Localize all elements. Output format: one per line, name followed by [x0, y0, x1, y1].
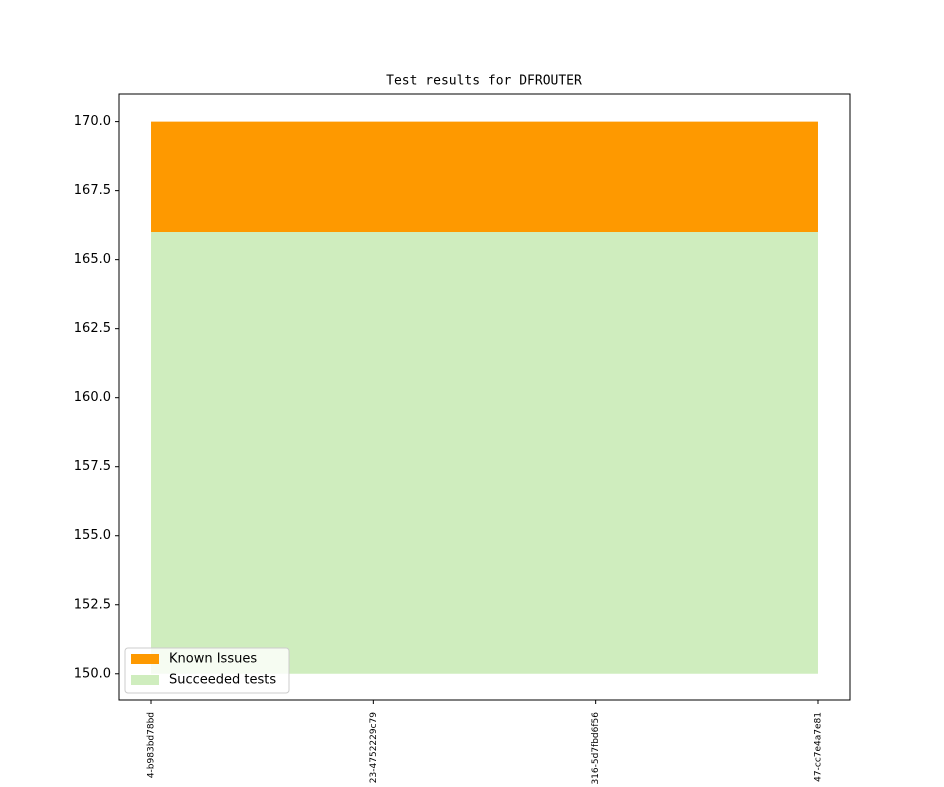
y-tick-label: 155.0 — [74, 528, 111, 543]
y-tick-label: 165.0 — [74, 252, 111, 267]
legend-swatch — [131, 654, 159, 664]
area — [151, 121, 818, 233]
y-tick-label: 157.5 — [74, 459, 111, 474]
legend-label: Succeeded tests — [169, 673, 276, 688]
legend-frame — [124, 647, 290, 694]
area — [151, 232, 818, 674]
legend-swatch — [131, 675, 159, 685]
y-tick-label: 162.5 — [74, 321, 111, 336]
x-tick-label: 47-cc7e4a7e81 — [813, 712, 823, 782]
plot-frame — [118, 93, 851, 701]
legend: Known Issues Succeeded tests — [124, 647, 290, 694]
y-tick-label: 150.0 — [74, 666, 111, 681]
y-tick-label: 167.5 — [74, 183, 111, 198]
y-tick-label: 160.0 — [74, 390, 111, 405]
legend-label: Known Issues — [169, 652, 257, 667]
x-tick-label: 23-4752229c79 — [369, 712, 379, 783]
x-tick-label: 4-b983bd78bd — [147, 712, 157, 778]
y-tick-label: 152.5 — [74, 597, 111, 612]
x-tick-label: 316-5d7fbd6f56 — [591, 712, 601, 785]
y-tick-label: 170.0 — [74, 114, 111, 129]
chart-title: Test results for DFROUTER — [386, 74, 582, 89]
